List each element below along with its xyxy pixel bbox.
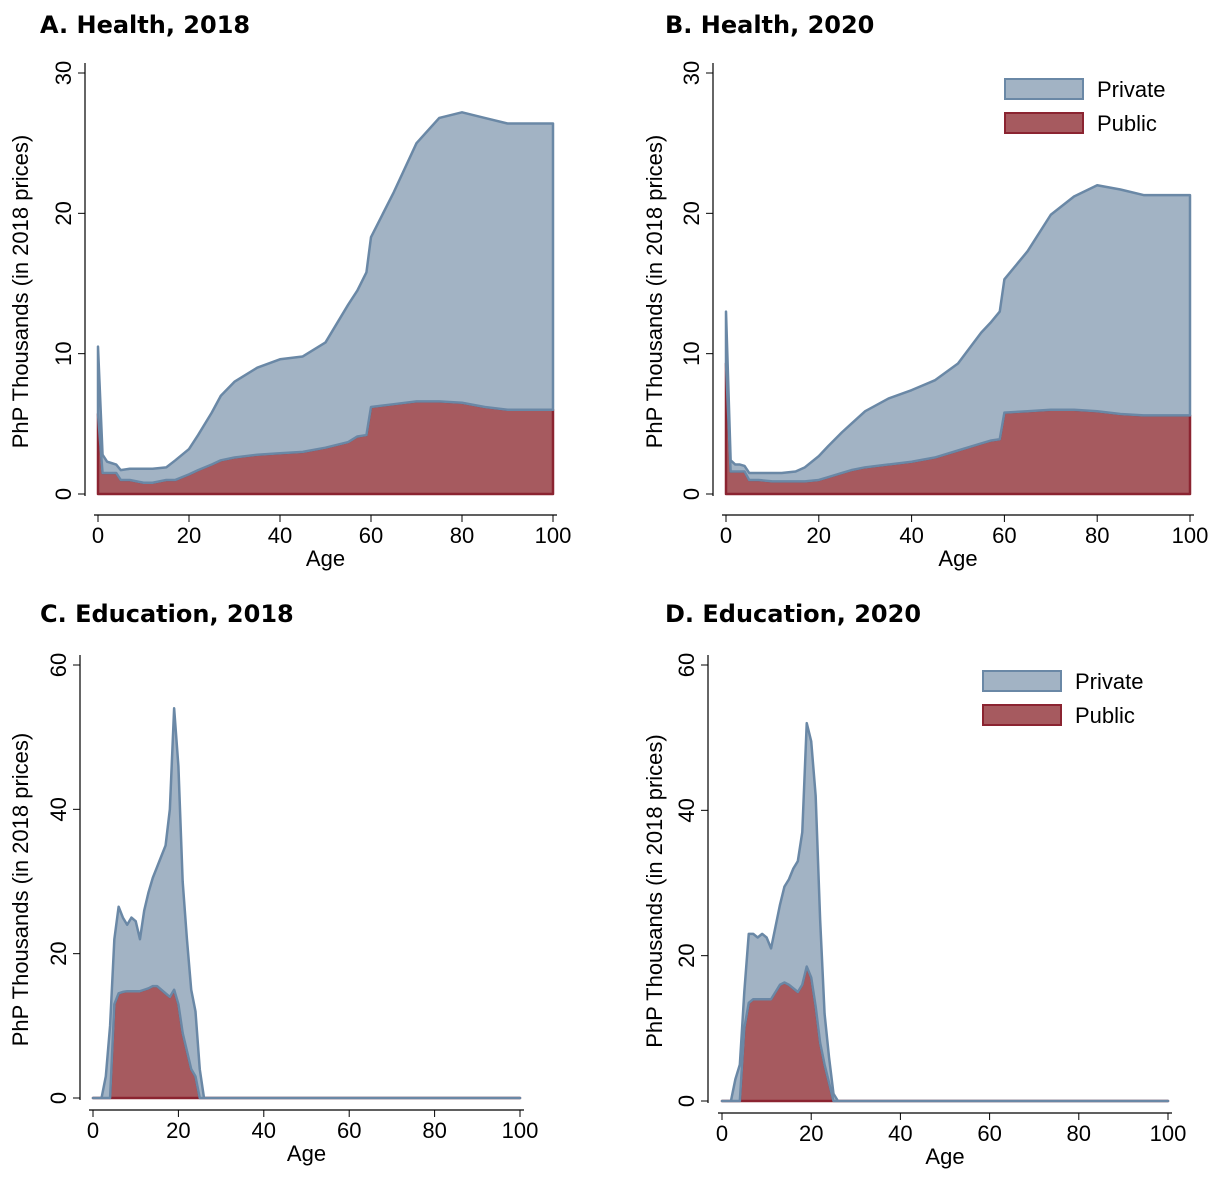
legend-label: Public xyxy=(1097,111,1157,136)
y-tick-label: 0 xyxy=(46,1092,71,1104)
y-axis-label: PhP Thousands (in 2018 prices) xyxy=(642,135,667,449)
x-tick-label: 60 xyxy=(992,523,1016,548)
x-tick-label: 80 xyxy=(422,1118,446,1143)
y-tick-label: 20 xyxy=(674,943,699,967)
x-tick-label: 60 xyxy=(977,1121,1001,1146)
x-tick-label: 0 xyxy=(87,1118,99,1143)
area-public xyxy=(720,965,1170,1103)
x-axis-label: Age xyxy=(287,1141,326,1166)
x-tick-label: 40 xyxy=(252,1118,276,1143)
x-tick-label: 80 xyxy=(1067,1121,1091,1146)
legend-swatch xyxy=(1004,78,1084,100)
y-tick-label: 10 xyxy=(679,341,704,365)
y-axis-label: PhP Thousands (in 2018 prices) xyxy=(8,135,33,449)
x-tick-label: 60 xyxy=(359,523,383,548)
x-tick-label: 0 xyxy=(92,523,104,548)
area-private xyxy=(724,184,1192,483)
y-tick-label: 30 xyxy=(51,61,76,85)
x-tick-label: 100 xyxy=(502,1118,539,1143)
legend-swatch xyxy=(982,704,1062,726)
chart-title: B. Health, 2020 xyxy=(665,11,874,39)
x-tick-label: 20 xyxy=(807,523,831,548)
x-axis-label: Age xyxy=(925,1144,964,1169)
legend-label: Private xyxy=(1075,669,1143,694)
x-tick-label: 80 xyxy=(1085,523,1109,548)
x-tick-label: 20 xyxy=(166,1118,190,1143)
legend-swatch xyxy=(1004,112,1084,134)
x-axis-label: Age xyxy=(938,546,977,571)
x-tick-label: 100 xyxy=(1150,1121,1187,1146)
y-tick-label: 20 xyxy=(51,201,76,225)
chart-title: A. Health, 2018 xyxy=(40,11,250,39)
legend-label: Private xyxy=(1097,77,1165,102)
x-tick-label: 20 xyxy=(177,523,201,548)
y-tick-label: 0 xyxy=(51,488,76,500)
x-tick-label: 80 xyxy=(450,523,474,548)
x-tick-label: 0 xyxy=(716,1121,728,1146)
legend-swatch xyxy=(982,670,1062,692)
x-tick-label: 0 xyxy=(720,523,732,548)
y-axis-label: PhP Thousands (in 2018 prices) xyxy=(8,733,33,1047)
y-tick-label: 60 xyxy=(674,653,699,677)
y-tick-label: 20 xyxy=(46,941,71,965)
x-tick-label: 40 xyxy=(888,1121,912,1146)
y-axis-label: PhP Thousands (in 2018 prices) xyxy=(642,734,667,1048)
x-tick-label: 20 xyxy=(799,1121,823,1146)
area-private xyxy=(91,707,522,1100)
x-tick-label: 60 xyxy=(337,1118,361,1143)
x-axis-label: Age xyxy=(306,546,345,571)
y-tick-label: 20 xyxy=(679,201,704,225)
x-tick-label: 40 xyxy=(268,523,292,548)
x-tick-label: 40 xyxy=(899,523,923,548)
y-tick-label: 0 xyxy=(674,1095,699,1107)
y-tick-label: 60 xyxy=(46,653,71,677)
x-tick-label: 100 xyxy=(1172,523,1209,548)
area-public xyxy=(91,984,522,1100)
chart-title: D. Education, 2020 xyxy=(665,600,921,628)
y-tick-label: 40 xyxy=(46,797,71,821)
y-tick-label: 10 xyxy=(51,341,76,365)
y-tick-label: 40 xyxy=(674,798,699,822)
legend-label: Public xyxy=(1075,703,1135,728)
area-private xyxy=(96,111,555,485)
y-tick-label: 0 xyxy=(679,488,704,500)
x-tick-label: 100 xyxy=(535,523,572,548)
area-private xyxy=(720,721,1170,1103)
y-tick-label: 30 xyxy=(679,61,704,85)
chart-title: C. Education, 2018 xyxy=(40,600,294,628)
